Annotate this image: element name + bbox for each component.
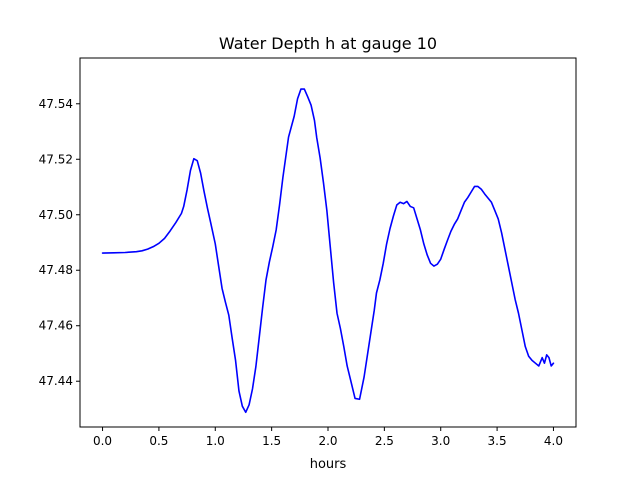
series-line <box>101 88 555 414</box>
y-tick-label: 47.46 <box>39 319 73 333</box>
x-tick-label: 3.0 <box>431 434 450 448</box>
x-tick-label: 0.0 <box>93 434 112 448</box>
plot-area: 0.0 0.5 1.0 1.5 2.0 2.5 3.0 3.5 4.0 47.44 47.46 47.… <box>39 57 577 448</box>
plot-frame <box>79 57 577 428</box>
x-axis-label: hours <box>310 457 347 472</box>
x-tick-label: 2.0 <box>318 434 337 448</box>
axes-layer: 0.0 0.5 1.0 1.5 2.0 2.5 3.0 3.5 4.0 47.44 47.46 47.… <box>39 97 563 448</box>
x-tick-label: 0.5 <box>149 434 168 448</box>
series-layer <box>101 88 555 414</box>
y-tick-label: 47.54 <box>39 97 73 111</box>
x-tick-label: 2.5 <box>375 434 394 448</box>
x-tick-label: 1.5 <box>262 434 281 448</box>
y-tick-label: 47.52 <box>39 152 73 166</box>
chart-title: Water Depth h at gauge 10 <box>219 34 437 53</box>
y-tick-label: 47.50 <box>39 208 73 222</box>
x-tick-label: 4.0 <box>544 434 563 448</box>
x-tick-label: 1.0 <box>206 434 225 448</box>
y-tick-label: 47.44 <box>39 374 73 388</box>
x-tick-label: 3.5 <box>488 434 507 448</box>
y-tick-label: 47.48 <box>39 263 73 277</box>
